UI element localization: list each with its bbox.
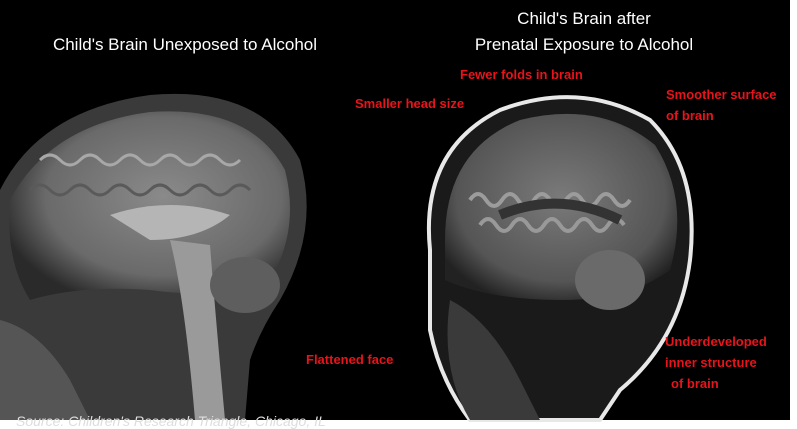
annotation: of brain [671, 376, 719, 391]
annotation: inner structure [665, 355, 757, 370]
left-title: Child's Brain Unexposed to Alcohol [53, 35, 317, 54]
annotation: Fewer folds in brain [460, 67, 583, 82]
annotation: Underdeveloped [665, 334, 767, 349]
annotation: of brain [666, 108, 714, 123]
figure: Child's Brain Unexposed to Alcohol Child… [0, 0, 797, 429]
annotation: Smaller head size [355, 96, 464, 111]
annotation: Flattened face [306, 352, 393, 367]
right-title: Child's Brain after [517, 9, 651, 28]
source: Source: Children's Research Triangle, Ch… [16, 413, 326, 429]
annotation: Smoother surface [666, 87, 777, 102]
right-title: Prenatal Exposure to Alcohol [475, 35, 693, 54]
